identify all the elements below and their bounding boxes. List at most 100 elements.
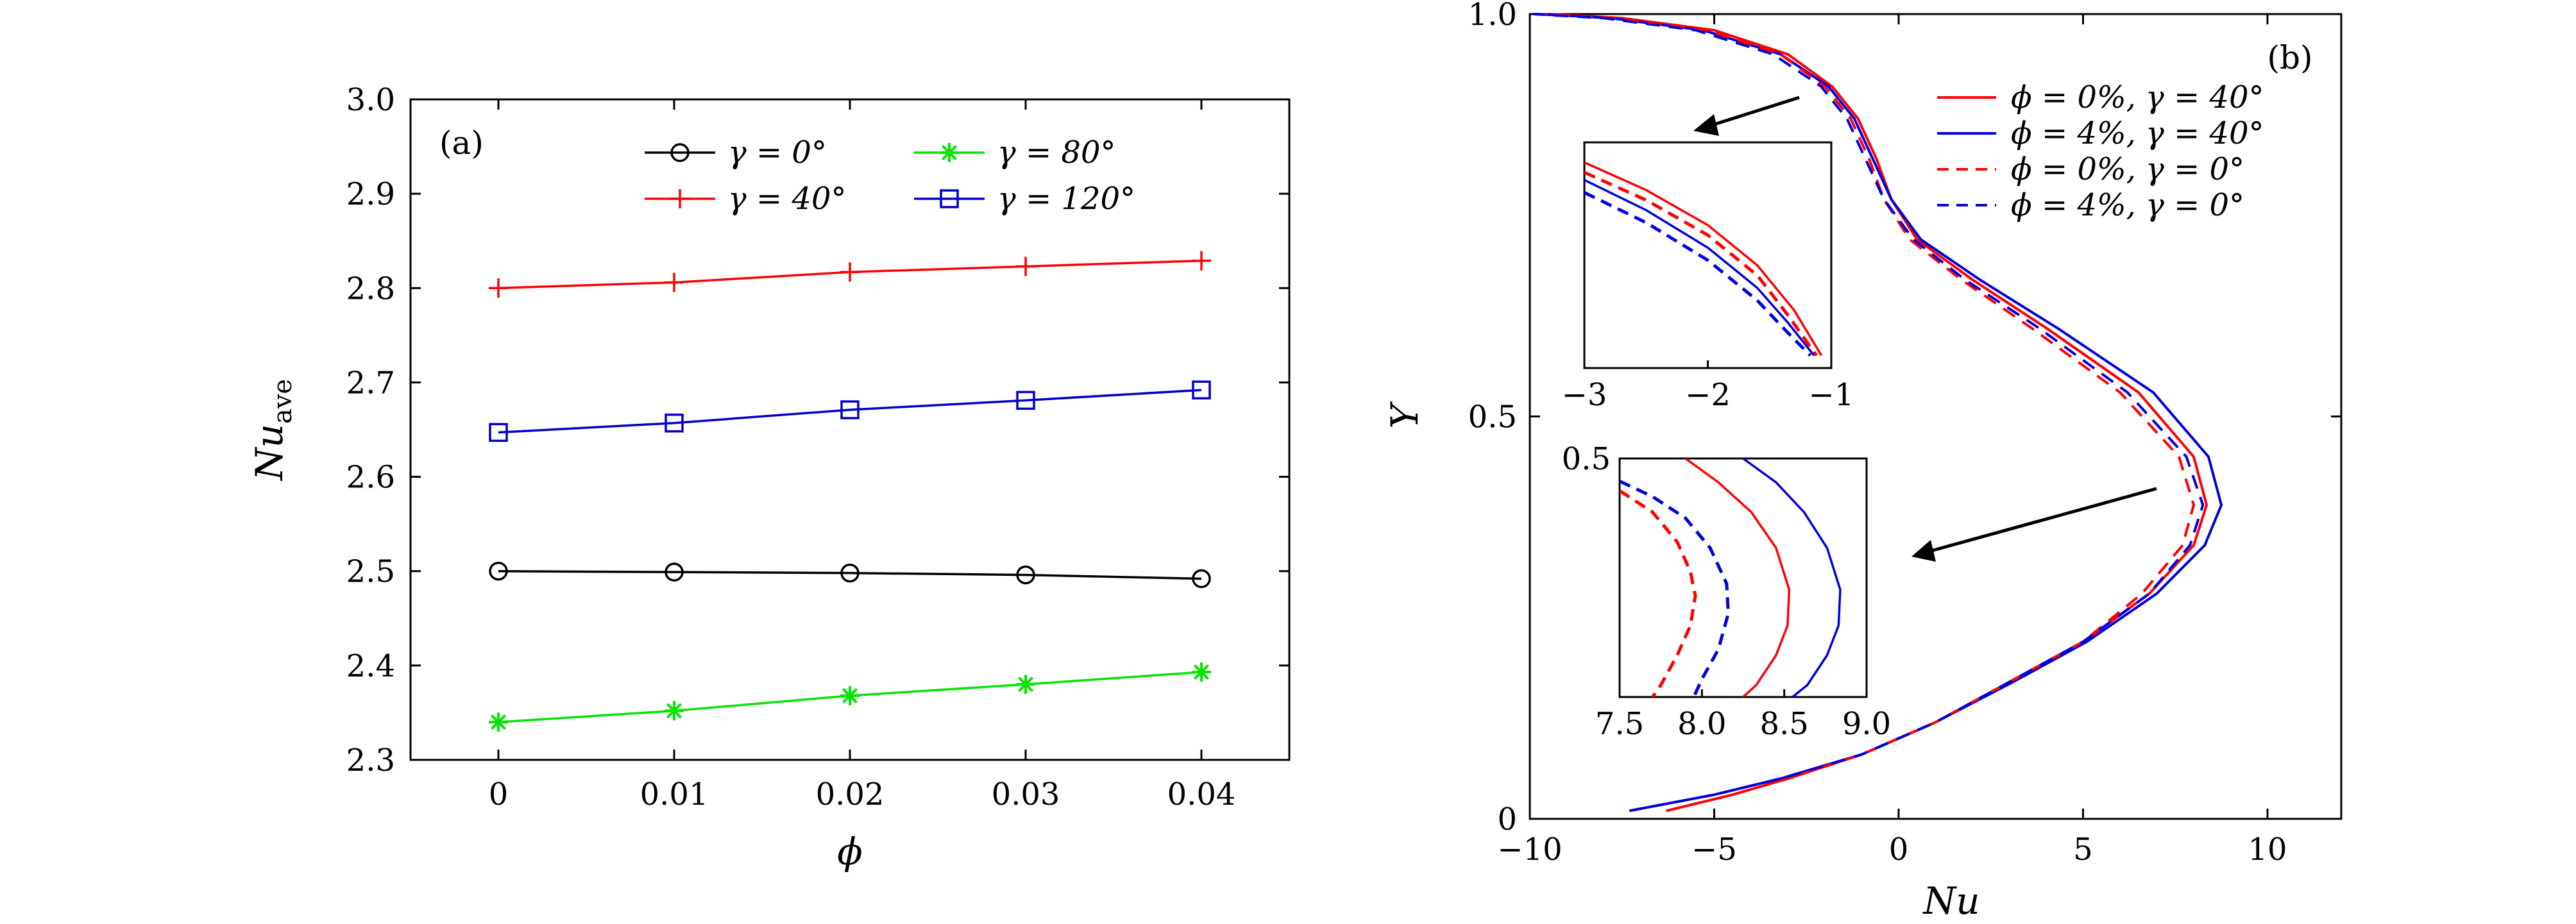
data-point-a: [1192, 569, 1211, 589]
x-tick-label-b: 5: [2073, 832, 2093, 868]
y-axis-label-a: Nuave: [248, 379, 298, 482]
arrowhead-top: [1693, 114, 1719, 136]
inset-x-tick-label: −2: [1685, 377, 1731, 413]
inset-x-tick-label: −1: [1809, 377, 1854, 413]
inset-x-tick-label: −3: [1562, 377, 1607, 413]
series-line-b-3: [1533, 13, 2205, 812]
data-point-a: [840, 262, 860, 282]
data-point-a: [489, 561, 508, 581]
data-point-a: [489, 278, 508, 298]
x-tick-label-a: 0.04: [1167, 777, 1236, 812]
data-point-a: [1192, 251, 1211, 271]
y-axis-label-sub-a: ave: [268, 379, 298, 424]
series-a-3: [489, 380, 1211, 442]
data-point-a: [665, 413, 684, 433]
y-tick-label-b: 1.0: [1468, 0, 1517, 33]
legend-label-b: ϕ = 0%, γ = 40°: [2011, 80, 2264, 115]
series-a-1: [489, 251, 1211, 298]
y-axis-label-b: Y: [1383, 401, 1427, 429]
data-point-a: [665, 562, 684, 582]
legend-label-a: γ = 0°: [728, 135, 827, 171]
y-tick-label-a: 2.9: [346, 176, 395, 212]
inset-frame: [1583, 141, 1833, 369]
y-tick-label-a: 3.0: [346, 82, 395, 118]
arrow-top: [1706, 96, 1800, 129]
arrow-bottom: [1924, 487, 2157, 555]
legend-label-a: γ = 80°: [997, 135, 1116, 171]
inset-series-line: [1684, 458, 1791, 697]
chart-a: 0 0.01 0.02 0.03 0.04 2.3 2.4 2.5 2.6 2.7 2.8 2.9 3.…: [248, 82, 1291, 873]
legend-label-b: ϕ = 4%, γ = 40°: [2011, 115, 2264, 151]
legend-label-a: γ = 40°: [728, 181, 847, 217]
inset-series-line: [1584, 190, 1812, 357]
legend-label-b: ϕ = 0%, γ = 0°: [2011, 151, 2244, 187]
data-point-a: [1016, 675, 1035, 694]
y-axis-label-main-a: Nu: [248, 424, 291, 482]
y-tick-label-a: 2.5: [346, 554, 395, 590]
series-a-0: [489, 561, 1211, 589]
x-tick-label-a: 0: [489, 777, 509, 812]
panel-label-a: (a): [439, 124, 484, 162]
x-tick-label-b: −10: [1497, 832, 1562, 868]
legend-marker-a: [670, 189, 690, 208]
data-point-a: [1016, 391, 1035, 410]
y-tick-label-b: 0.5: [1468, 399, 1517, 435]
data-point-a: [1016, 256, 1035, 276]
inset-series-line: [1584, 171, 1818, 357]
panel-label-b: (b): [2267, 39, 2312, 76]
series-a-2: [489, 662, 1211, 732]
y-tick-label-a: 2.8: [346, 271, 395, 307]
data-point-a: [489, 712, 508, 732]
y-tick-label-a: 2.7: [346, 365, 395, 401]
inset-1: 7.5 8.0 8.5 9.0 0.5: [1562, 441, 1892, 742]
series-line-b-2: [1544, 13, 2195, 812]
y-axis-label-text-a: Nuave: [248, 379, 298, 482]
inset-frame: [1618, 457, 1868, 698]
legend-marker-a: [940, 143, 959, 162]
legend-a: γ = 0° γ = 40° γ = 80° γ = 120°: [645, 135, 1135, 217]
inset-x-tick-label: 9.0: [1842, 706, 1891, 742]
x-tick-label-b: 10: [2248, 832, 2287, 868]
data-point-a: [665, 701, 684, 721]
inset-x-tick-label: 7.5: [1595, 706, 1644, 742]
inset-series-line: [1742, 458, 1842, 697]
arrowhead-bottom: [1911, 540, 1936, 562]
inset-x-tick-label: 8.0: [1677, 706, 1726, 742]
legend-b: ϕ = 0%, γ = 40°ϕ = 4%, γ = 40°ϕ = 0%, γ …: [1937, 80, 2264, 223]
series-line-a: [498, 569, 1202, 580]
data-point-a: [1192, 380, 1211, 399]
y-tick-label-a: 2.6: [346, 460, 395, 496]
data-point-a: [1016, 565, 1035, 585]
inset-series-line: [1584, 161, 1823, 357]
y-tick-label-a: 2.4: [346, 648, 395, 684]
data-point-a: [489, 423, 508, 442]
x-tick-label-a: 0.02: [816, 777, 885, 812]
inset-0: −3 −2 −1: [1562, 141, 1854, 413]
y-tick-label-b: 0: [1497, 802, 1517, 837]
legend-marker-a: [670, 143, 690, 162]
data-point-a: [665, 273, 684, 292]
x-axis-label-a: ϕ: [837, 830, 863, 873]
x-tick-label-b: 0: [1889, 832, 1909, 868]
data-point-a: [840, 685, 860, 705]
inset-series-line: [1620, 480, 1730, 697]
series-line-a: [498, 389, 1202, 434]
x-axis-label-b: Nu: [1922, 879, 1979, 923]
inset-y-tick-label: 0.5: [1562, 441, 1611, 477]
x-tick-label-a: 0.03: [992, 777, 1060, 812]
inset-x-tick-label: 8.5: [1759, 706, 1808, 742]
inset-series-line: [1620, 489, 1697, 697]
legend-label-a: γ = 120°: [997, 181, 1135, 217]
x-tick-label-b: −5: [1691, 832, 1737, 868]
data-point-a: [1192, 662, 1211, 682]
y-tick-label-a: 2.3: [346, 743, 395, 778]
legend-label-b: ϕ = 4%, γ = 0°: [2011, 187, 2244, 223]
inset-series-line: [1584, 179, 1815, 357]
y-axis-label-text-b: Y: [1383, 401, 1427, 429]
x-tick-label-a: 0.01: [640, 777, 709, 812]
data-point-a: [840, 563, 860, 583]
data-point-a: [840, 400, 860, 419]
legend-marker-a: [940, 189, 959, 208]
